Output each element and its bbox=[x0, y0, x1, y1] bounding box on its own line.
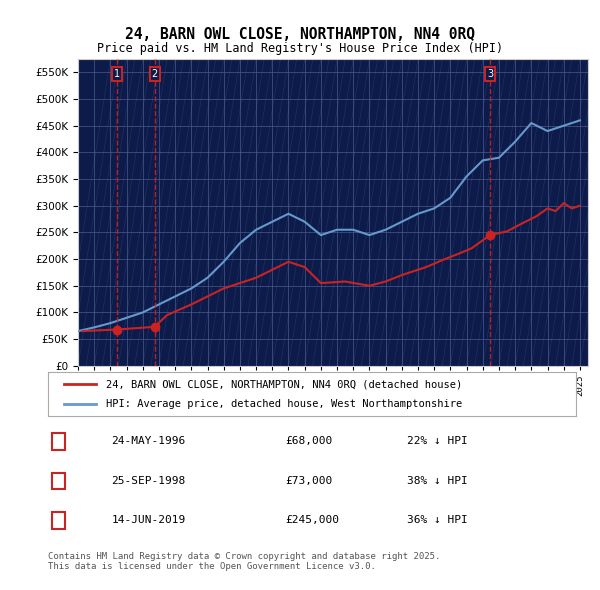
Text: 3: 3 bbox=[55, 516, 62, 526]
Text: Price paid vs. HM Land Registry's House Price Index (HPI): Price paid vs. HM Land Registry's House … bbox=[97, 42, 503, 55]
Text: 38% ↓ HPI: 38% ↓ HPI bbox=[407, 476, 468, 486]
Text: 25-SEP-1998: 25-SEP-1998 bbox=[112, 476, 185, 486]
Text: 24-MAY-1996: 24-MAY-1996 bbox=[112, 436, 185, 446]
Text: 2: 2 bbox=[55, 476, 62, 486]
Text: 14-JUN-2019: 14-JUN-2019 bbox=[112, 516, 185, 526]
Text: Contains HM Land Registry data © Crown copyright and database right 2025.
This d: Contains HM Land Registry data © Crown c… bbox=[48, 552, 440, 571]
Text: 1: 1 bbox=[55, 436, 62, 446]
Text: 36% ↓ HPI: 36% ↓ HPI bbox=[407, 516, 468, 526]
Text: 24, BARN OWL CLOSE, NORTHAMPTON, NN4 0RQ (detached house): 24, BARN OWL CLOSE, NORTHAMPTON, NN4 0RQ… bbox=[106, 379, 463, 389]
Text: £245,000: £245,000 bbox=[286, 516, 340, 526]
Text: HPI: Average price, detached house, West Northamptonshire: HPI: Average price, detached house, West… bbox=[106, 399, 463, 408]
Text: 2: 2 bbox=[151, 70, 158, 79]
Text: £73,000: £73,000 bbox=[286, 476, 333, 486]
Text: 3: 3 bbox=[487, 70, 493, 79]
Text: £68,000: £68,000 bbox=[286, 436, 333, 446]
Text: 1: 1 bbox=[114, 70, 120, 79]
Text: 22% ↓ HPI: 22% ↓ HPI bbox=[407, 436, 468, 446]
Text: 24, BARN OWL CLOSE, NORTHAMPTON, NN4 0RQ: 24, BARN OWL CLOSE, NORTHAMPTON, NN4 0RQ bbox=[125, 27, 475, 41]
